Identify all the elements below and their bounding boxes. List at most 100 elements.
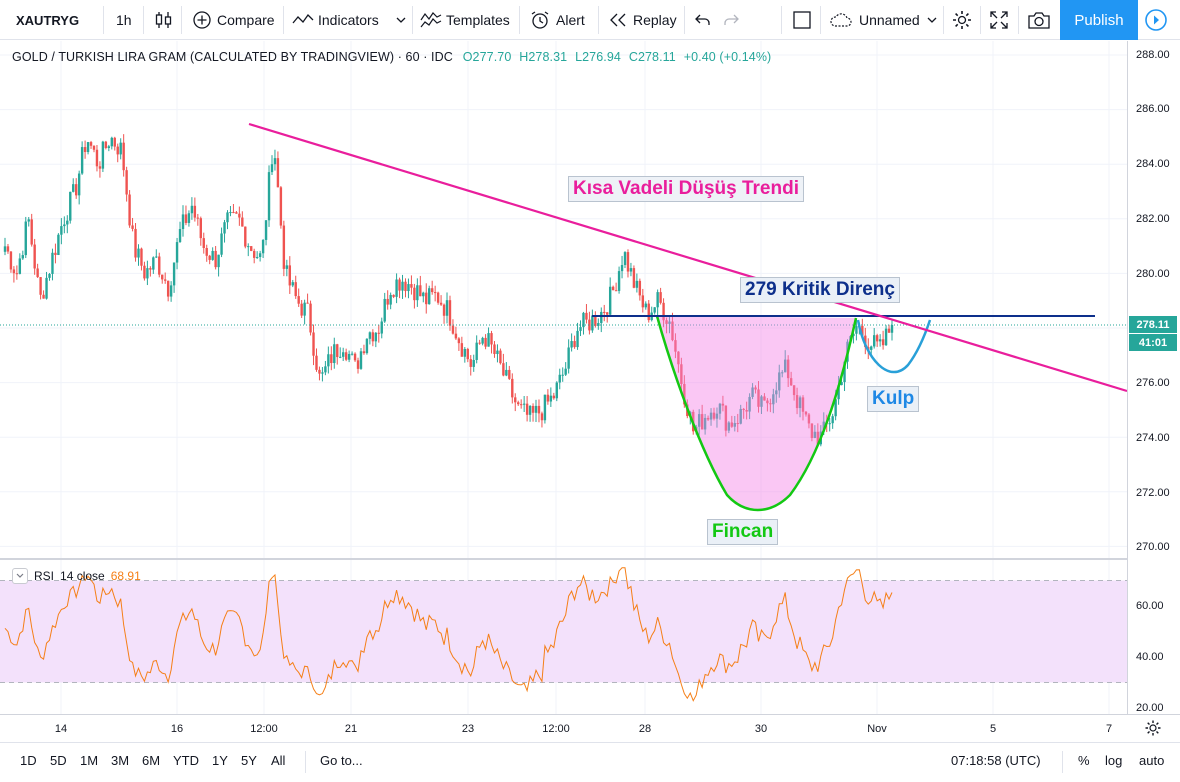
handle-annotation[interactable]: Kulp	[867, 386, 920, 412]
gear-icon	[1145, 720, 1161, 736]
candle-body	[374, 332, 378, 342]
candle-body	[680, 364, 683, 384]
publish-button[interactable]: Publish	[1060, 0, 1138, 40]
indicators-dropdown[interactable]	[396, 0, 406, 40]
resistance-annotation[interactable]: 279 Kritik Direnç	[740, 277, 900, 303]
candle-body	[718, 403, 722, 414]
replay-button[interactable]: Replay	[609, 0, 677, 40]
candle-body	[810, 423, 814, 438]
utc-clock[interactable]: 07:18:58 (UTC)	[951, 753, 1041, 768]
candle-body	[389, 294, 392, 305]
candle-body	[561, 374, 564, 376]
fullscreen-layout-button[interactable]	[792, 0, 812, 40]
indicators-button[interactable]: Indicators	[292, 0, 379, 40]
compare-button[interactable]: Compare	[192, 0, 275, 40]
undo-button[interactable]	[695, 0, 711, 40]
alert-button[interactable]: Alert	[530, 0, 585, 40]
candle-body	[617, 271, 621, 291]
range-3m[interactable]: 3M	[111, 753, 130, 768]
price-chart[interactable]	[0, 0, 1180, 742]
candle-body	[131, 225, 134, 229]
candle-body	[436, 292, 440, 303]
toolbar-divider	[684, 6, 685, 34]
candle-body	[175, 242, 179, 263]
candle-body	[66, 220, 69, 225]
candle-body	[74, 184, 78, 196]
settings-button[interactable]	[951, 0, 973, 40]
candle-body	[781, 372, 784, 374]
range-5y[interactable]: 5Y	[241, 753, 257, 768]
fullscreen-button[interactable]	[989, 0, 1009, 40]
log-toggle[interactable]: log	[1105, 753, 1123, 768]
layout-name-button[interactable]: Unnamed	[829, 0, 920, 40]
add-circle-icon	[193, 11, 211, 29]
redo-icon	[724, 14, 739, 25]
auto-toggle[interactable]: auto	[1139, 753, 1165, 768]
candle-body	[867, 347, 870, 350]
candle-body	[3, 246, 7, 252]
candle-body	[300, 303, 303, 316]
goto-button[interactable]: Go to...	[320, 753, 363, 768]
templates-button[interactable]: Templates	[420, 0, 510, 40]
candle-body	[92, 145, 96, 150]
axis-settings-button[interactable]	[1144, 719, 1162, 742]
time-tick: 12:00	[250, 723, 278, 735]
trend-annotation[interactable]: Kısa Vadeli Düşüş Trendi	[568, 176, 804, 202]
candle-body	[769, 403, 772, 405]
candle-body	[321, 372, 324, 374]
templates-icon	[420, 12, 442, 28]
candle-body	[107, 146, 111, 149]
range-6m[interactable]: 6M	[142, 753, 161, 768]
candle-body	[395, 279, 398, 297]
range-1d[interactable]: 1D	[20, 753, 37, 768]
candle-body	[202, 238, 205, 249]
candle-body	[404, 281, 407, 292]
rsi-legend: RSI 14 close 68.91	[12, 568, 141, 584]
candle-body	[751, 387, 754, 397]
layout-dropdown[interactable]	[927, 0, 937, 40]
candle-body	[247, 246, 250, 248]
candle-body	[223, 222, 226, 234]
candle-body	[137, 248, 140, 258]
candle-body	[870, 346, 873, 350]
candle-body	[884, 328, 888, 346]
range-1m[interactable]: 1M	[80, 753, 99, 768]
candle-body	[229, 212, 232, 214]
rsi-params: 14 close	[60, 569, 105, 583]
time-tick: 30	[754, 723, 768, 735]
candle-body	[83, 147, 87, 153]
play-button[interactable]	[1144, 0, 1168, 40]
candle-body	[327, 354, 330, 367]
bottom-toolbar: 1D 5D 1M 3M 6M YTD 1Y 5Y All Go to... 07…	[0, 742, 1180, 782]
percent-toggle[interactable]: %	[1078, 753, 1090, 768]
range-ytd[interactable]: YTD	[173, 753, 199, 768]
time-axis[interactable]: 14 16 12:00 21 23 12:00 28 30 Nov 5 7	[0, 714, 1180, 742]
chart-style-button[interactable]	[155, 0, 173, 40]
redo-button[interactable]	[723, 0, 739, 40]
candle-body	[264, 220, 268, 240]
cup-annotation[interactable]: Fincan	[707, 519, 779, 545]
toolbar-divider	[943, 6, 944, 34]
candle-body	[140, 248, 143, 266]
legend-title: GOLD / TURKISH LIRA GRAM (CALCULATED BY …	[12, 50, 453, 64]
collapse-toggle[interactable]	[12, 568, 28, 584]
candle-body	[623, 252, 627, 266]
candle-body	[125, 170, 128, 195]
range-all[interactable]: All	[271, 753, 286, 768]
candle-body	[72, 184, 75, 192]
candle-body	[57, 234, 60, 256]
candle-body	[478, 342, 481, 344]
legend-high: H278.31	[519, 50, 568, 64]
candle-body	[549, 395, 553, 402]
interval-button[interactable]: 1h	[116, 12, 132, 28]
range-1y[interactable]: 1Y	[212, 753, 228, 768]
symbol-search[interactable]: XAUTRYG	[16, 12, 80, 28]
candle-body	[336, 344, 339, 358]
snapshot-button[interactable]	[1027, 0, 1051, 40]
time-tick: 5	[989, 723, 997, 735]
candle-body	[537, 405, 541, 414]
candle-body	[353, 353, 357, 361]
square-icon	[793, 11, 811, 29]
price-scale[interactable]	[1127, 41, 1180, 714]
range-5d[interactable]: 5D	[50, 753, 67, 768]
